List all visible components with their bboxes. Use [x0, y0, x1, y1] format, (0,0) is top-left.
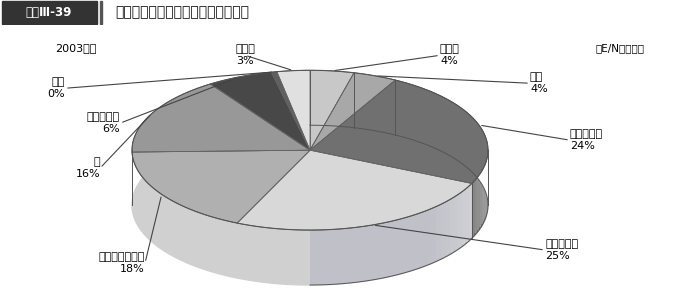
Polygon shape [483, 166, 484, 224]
Polygon shape [237, 150, 472, 230]
Polygon shape [211, 72, 310, 150]
Text: 一般プロジェクト無償の分野別割合: 一般プロジェクト無償の分野別割合 [115, 6, 249, 20]
Polygon shape [462, 189, 466, 247]
Polygon shape [132, 125, 488, 285]
Text: 図表Ⅲ-39: 図表Ⅲ-39 [26, 6, 72, 19]
Polygon shape [480, 172, 482, 230]
Polygon shape [468, 114, 472, 172]
Polygon shape [472, 181, 475, 239]
Polygon shape [472, 117, 475, 175]
Polygon shape [310, 184, 472, 285]
Text: （E/Nベース）: （E/Nベース） [596, 43, 645, 53]
Polygon shape [477, 175, 480, 233]
Polygon shape [445, 200, 450, 257]
Text: 通信・運輸
24%: 通信・運輸 24% [570, 129, 603, 151]
Bar [2, 1, 97, 24]
Polygon shape [475, 119, 477, 177]
Polygon shape [450, 197, 454, 254]
Polygon shape [436, 204, 441, 262]
Text: その他
4%: その他 4% [440, 44, 460, 66]
Polygon shape [276, 70, 310, 150]
Polygon shape [468, 184, 472, 241]
Polygon shape [454, 195, 458, 252]
Polygon shape [272, 72, 310, 150]
Text: 農林業
3%: 農林業 3% [235, 44, 255, 66]
Text: 教育・人づくり
18%: 教育・人づくり 18% [99, 252, 145, 274]
Polygon shape [458, 192, 462, 249]
Polygon shape [441, 202, 445, 259]
Text: 保健・医療
25%: 保健・医療 25% [545, 239, 578, 261]
Polygon shape [310, 70, 354, 128]
Polygon shape [484, 135, 486, 193]
Polygon shape [132, 84, 310, 152]
Text: 2003年度: 2003年度 [55, 43, 97, 53]
Polygon shape [482, 169, 483, 227]
Bar [100, 1, 102, 24]
Polygon shape [480, 125, 482, 184]
Polygon shape [132, 150, 310, 223]
Polygon shape [395, 80, 488, 238]
Polygon shape [310, 73, 396, 150]
Polygon shape [477, 122, 480, 180]
Polygon shape [310, 80, 488, 184]
Polygon shape [310, 70, 354, 150]
Text: 地雷
0%: 地雷 0% [48, 77, 65, 99]
Text: 環境
4%: 環境 4% [530, 72, 547, 94]
Polygon shape [475, 178, 477, 236]
Text: エネルギー
6%: エネルギー 6% [87, 112, 120, 134]
Polygon shape [483, 131, 484, 190]
Text: 水
16%: 水 16% [76, 157, 100, 179]
Polygon shape [482, 128, 483, 187]
Polygon shape [484, 163, 486, 221]
Polygon shape [354, 73, 395, 135]
Polygon shape [466, 187, 468, 244]
